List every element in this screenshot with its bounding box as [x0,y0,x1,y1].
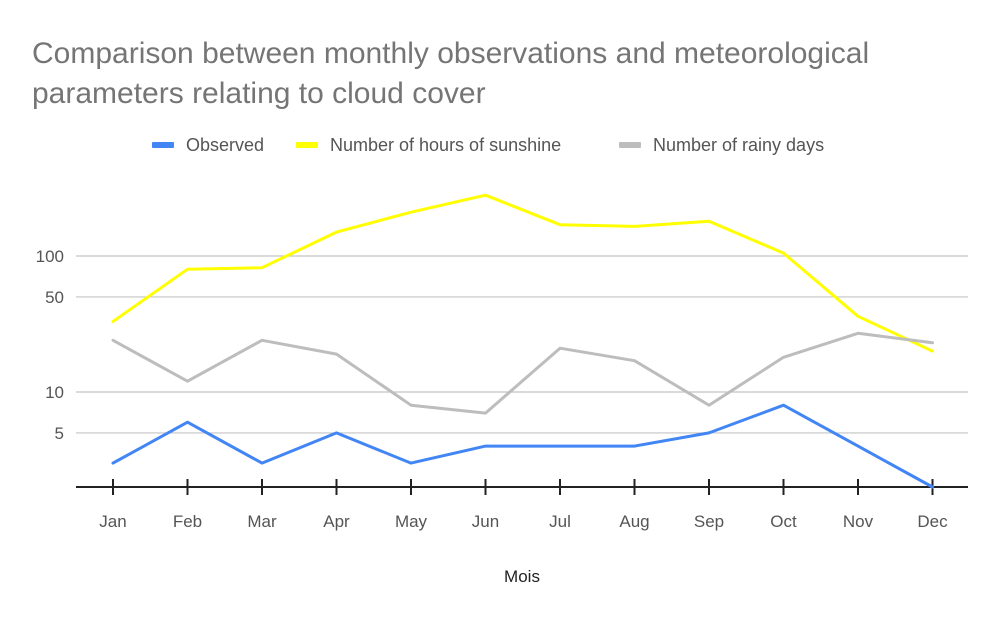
data-point[interactable] [483,411,488,416]
data-point[interactable] [260,265,265,270]
data-point[interactable] [111,338,116,343]
data-point[interactable] [930,485,935,490]
x-tick-label: Nov [843,512,874,531]
x-tick-label: Sep [694,512,724,531]
data-point[interactable] [260,338,265,343]
data-point[interactable] [483,444,488,449]
y-tick-label: 10 [45,383,64,402]
series-line-rainy-days[interactable] [111,331,934,415]
chart-title: Comparison between monthly observations … [32,37,870,110]
data-point[interactable] [930,340,935,345]
data-point[interactable] [930,349,935,354]
data-point[interactable] [409,403,414,408]
data-point[interactable] [781,251,786,256]
y-tick-label: 50 [45,288,64,307]
legend-swatch-observed [152,142,174,148]
data-point[interactable] [632,444,637,449]
data-point[interactable] [334,230,339,235]
x-tick-label: Mar [247,512,277,531]
x-axis-title: Mois [504,567,540,586]
legend-swatch-rainy-days [619,142,641,148]
data-point[interactable] [632,358,637,363]
data-point[interactable] [781,403,786,408]
data-point[interactable] [856,444,861,449]
x-tick-label: Apr [323,512,350,531]
data-point[interactable] [260,461,265,466]
x-tick-label: Dec [917,512,948,531]
data-point[interactable] [856,314,861,319]
data-point[interactable] [185,379,190,384]
data-point[interactable] [111,319,116,324]
data-point[interactable] [558,444,563,449]
legend-item-rainy-days[interactable]: Number of rainy days [619,133,824,157]
data-point[interactable] [483,193,488,198]
data-point[interactable] [334,352,339,357]
data-point[interactable] [781,355,786,360]
data-point[interactable] [632,224,637,229]
data-point[interactable] [185,420,190,425]
x-tick-label: Jun [472,512,499,531]
data-point[interactable] [558,222,563,227]
x-tick-label: Oct [770,512,797,531]
series-line-sunshine[interactable] [111,193,934,353]
legend-item-sunshine[interactable]: Number of hours of sunshine [296,133,561,157]
data-point[interactable] [185,267,190,272]
legend: Observed Number of hours of sunshine Num… [0,133,1000,157]
legend-label-observed: Observed [186,134,265,155]
series-line-observed[interactable] [111,403,934,489]
x-tick-label: Jan [99,512,126,531]
data-point[interactable] [707,430,712,435]
legend-label-sunshine: Number of hours of sunshine [330,134,562,155]
data-point[interactable] [334,430,339,435]
data-point[interactable] [409,461,414,466]
y-tick-label: 5 [55,424,64,443]
legend-swatch-sunshine [296,142,318,148]
data-point[interactable] [707,219,712,224]
legend-item-observed[interactable]: Observed [152,133,264,157]
data-point[interactable] [856,331,861,336]
x-tick-label: May [395,512,428,531]
y-tick-label: 100 [36,247,64,266]
data-point[interactable] [707,403,712,408]
data-point[interactable] [111,461,116,466]
data-point[interactable] [409,210,414,215]
x-tick-label: Feb [173,512,202,531]
data-point[interactable] [558,346,563,351]
x-tick-label: Jul [549,512,571,531]
legend-label-rainy-days: Number of rainy days [653,134,825,155]
x-tick-label: Aug [619,512,649,531]
